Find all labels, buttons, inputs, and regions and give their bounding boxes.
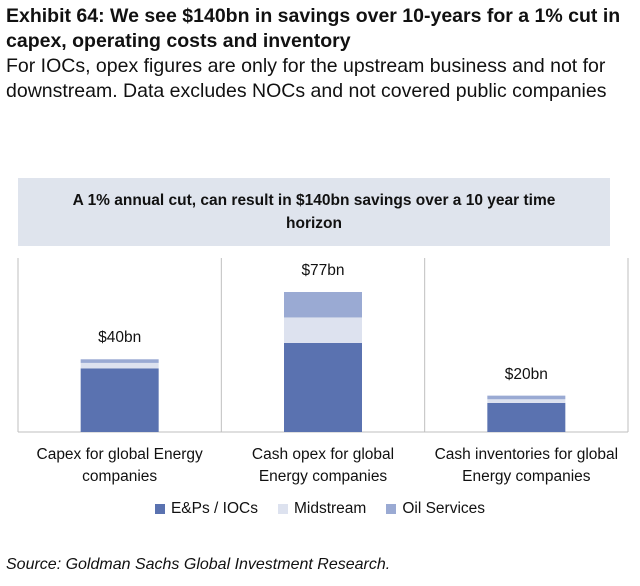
legend: E&Ps / IOCs Midstream Oil Services [0, 500, 640, 518]
legend-item: Midstream [277, 500, 367, 518]
bar-segment [487, 395, 566, 400]
x-tick-label: Cash inventories for global Energy compa… [434, 446, 619, 485]
bar-segment [80, 359, 159, 363]
chart-subtitle: For IOCs, opex figures are only for the … [6, 55, 607, 102]
annotation-banner: A 1% annual cut, can result in $140bn sa… [18, 178, 610, 246]
total-label: $77bn [301, 262, 345, 279]
bar-segment [80, 362, 159, 369]
legend-swatch [386, 504, 397, 514]
bar-segment [80, 368, 159, 432]
total-label: $40bn [98, 329, 142, 347]
legend-item: E&Ps / IOCs [154, 500, 258, 518]
annotation: A 1% annual cut, can result in $140bn sa… [72, 192, 556, 232]
chart-title: Exhibit 64: We see $140bn in savings ove… [6, 5, 621, 52]
bar-segment [487, 402, 566, 432]
bar-segment [284, 342, 362, 432]
legend-item: Oil Services [386, 500, 485, 518]
bar-segment [487, 399, 566, 403]
x-tick-label: Capex for global Energy companies [36, 446, 203, 485]
bar-segment [284, 292, 362, 318]
x-tick-label: Cash opex for global Energy companies [251, 446, 395, 485]
legend-swatch [277, 504, 288, 514]
legend-label: Oil Services [402, 500, 486, 517]
legend-swatch [154, 504, 165, 514]
total-label: $20bn [504, 365, 548, 383]
bar-segment [284, 317, 362, 343]
legend-label: E&Ps / IOCs [170, 500, 258, 517]
legend-label: Midstream [293, 500, 367, 517]
source: Source: Goldman Sachs Global Investment … [6, 556, 391, 573]
